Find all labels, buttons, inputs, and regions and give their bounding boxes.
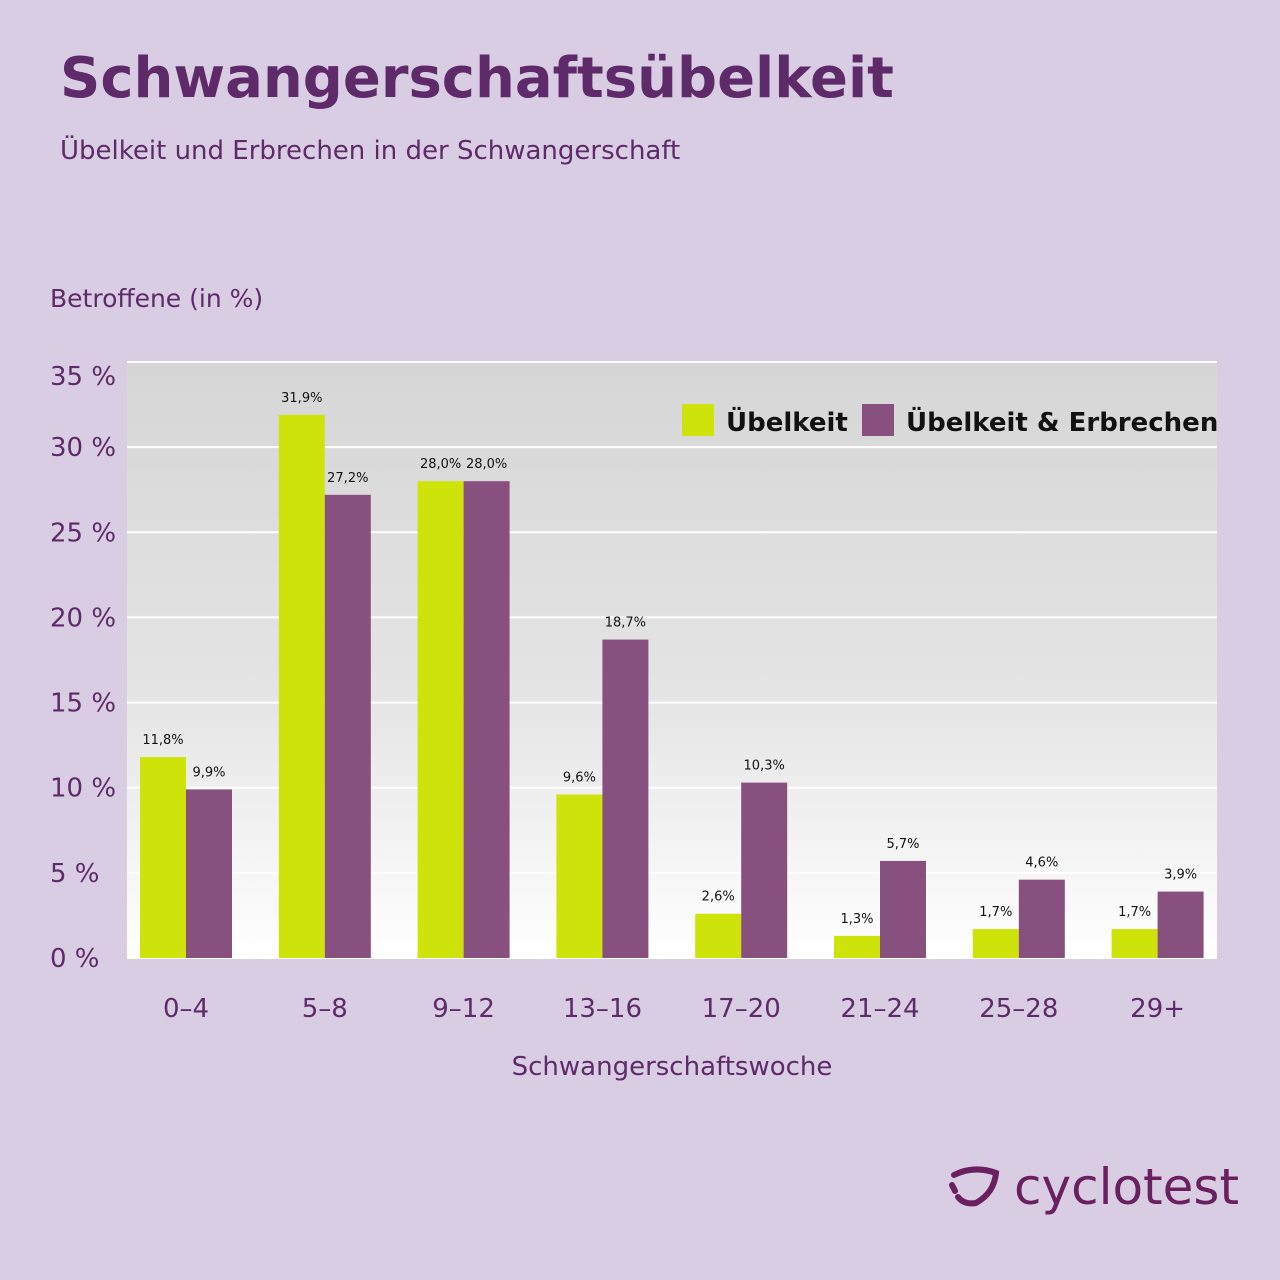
- bar: [463, 481, 510, 958]
- data-label: 28,0%: [466, 457, 507, 472]
- data-label: 9,9%: [192, 765, 225, 780]
- bar: [140, 757, 186, 958]
- logo-text: cyclotest: [1014, 1158, 1240, 1216]
- bar: [556, 794, 603, 958]
- chart-title: Schwangerschaftsübelkeit: [60, 46, 894, 111]
- bar: [741, 782, 788, 958]
- legend-label: Übelkeit: [726, 405, 848, 438]
- y-tick-label: 20 %: [50, 603, 116, 633]
- data-label: 18,7%: [605, 616, 646, 631]
- y-tick-label: 35 %: [50, 362, 116, 392]
- x-tick-label: 13–16: [563, 994, 642, 1024]
- data-label: 5,7%: [886, 837, 919, 852]
- y-tick-label: 0 %: [50, 944, 100, 974]
- data-label: 9,6%: [563, 771, 596, 786]
- bar: [972, 929, 1019, 958]
- x-tick-label: 21–24: [840, 994, 919, 1024]
- data-label: 4,6%: [1025, 856, 1058, 871]
- bar: [880, 860, 926, 958]
- bar: [186, 789, 232, 958]
- cyclotest-logo: cyclotest: [946, 1158, 1239, 1216]
- data-label: 3,9%: [1164, 868, 1197, 883]
- x-tick-label: 29+: [1130, 994, 1185, 1024]
- bar: [278, 414, 325, 958]
- bar: [1111, 929, 1158, 958]
- bar: [602, 639, 649, 958]
- y-axis-label: Betroffene (in %): [50, 284, 264, 313]
- x-tick-label: 0–4: [163, 994, 209, 1024]
- data-label: 31,9%: [281, 391, 322, 406]
- data-label: 11,8%: [142, 733, 183, 748]
- data-label: 1,7%: [979, 905, 1012, 920]
- bar: [324, 494, 371, 958]
- y-tick-label: 5 %: [50, 859, 100, 889]
- legend-swatch: [682, 404, 714, 436]
- legend-label: Übelkeit & Erbrechen: [906, 405, 1218, 438]
- x-tick-label: 17–20: [702, 994, 781, 1024]
- bar: [417, 481, 464, 958]
- data-label: 2,6%: [702, 890, 735, 905]
- y-tick-label: 10 %: [50, 774, 116, 804]
- data-label: 1,3%: [840, 912, 873, 927]
- x-tick-label: 9–12: [432, 994, 495, 1024]
- y-tick-label: 30 %: [50, 433, 116, 463]
- x-tick-label: 5–8: [302, 994, 348, 1024]
- bar: [834, 935, 880, 958]
- x-axis-label: Schwangerschaftswoche: [511, 1052, 833, 1082]
- x-tick-label: 25–28: [979, 994, 1058, 1024]
- data-label: 10,3%: [744, 759, 785, 774]
- bar: [1157, 891, 1204, 958]
- data-label: 27,2%: [327, 471, 368, 486]
- data-label: 1,7%: [1118, 905, 1151, 920]
- legend-swatch: [862, 404, 894, 436]
- y-tick-label: 25 %: [50, 518, 116, 548]
- y-tick-label: 15 %: [50, 689, 116, 719]
- data-label: 28,0%: [420, 457, 461, 472]
- chart-subtitle: Übelkeit und Erbrechen in der Schwangers…: [60, 136, 681, 166]
- bar: [695, 913, 742, 958]
- bar: [1018, 879, 1065, 958]
- cyclotest-logo-icon: [949, 1166, 1000, 1207]
